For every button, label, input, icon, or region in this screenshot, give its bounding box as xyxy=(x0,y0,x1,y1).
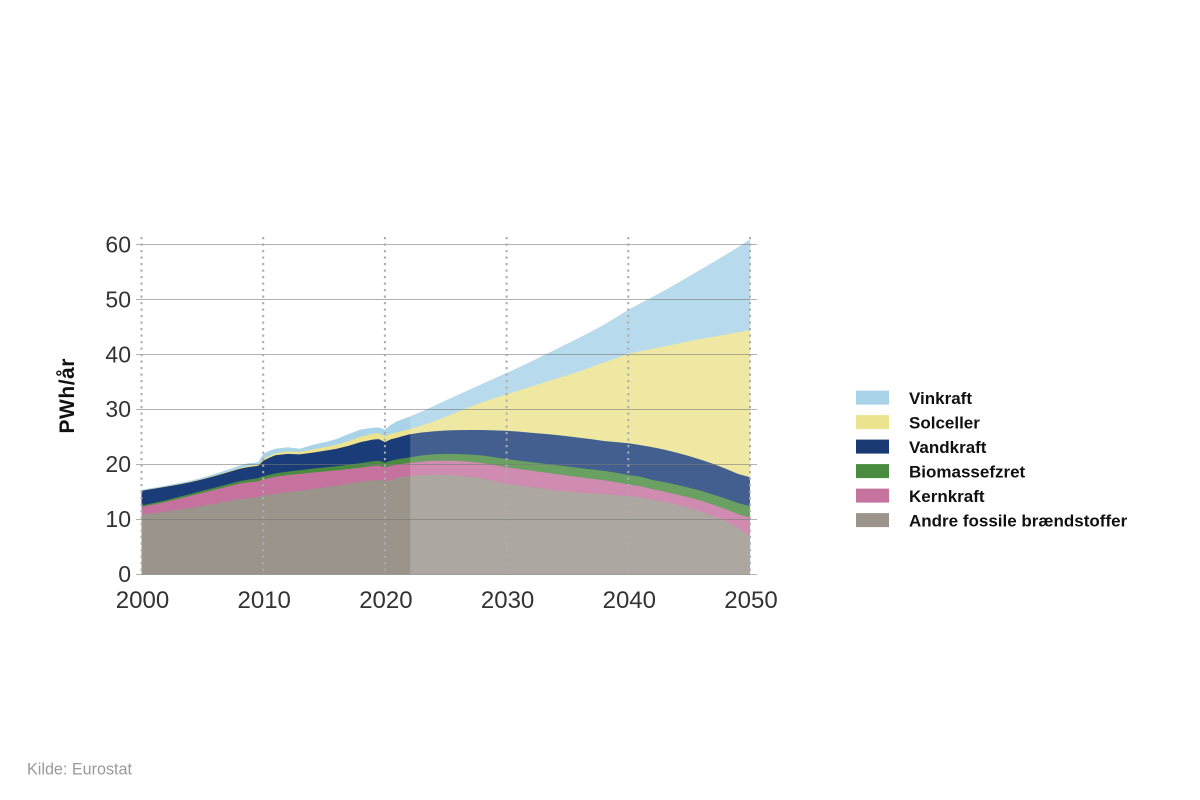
svg-text:2040: 2040 xyxy=(603,587,656,614)
svg-text:20: 20 xyxy=(105,451,131,477)
svg-text:2020: 2020 xyxy=(359,587,412,614)
svg-text:2050: 2050 xyxy=(724,587,777,614)
svg-text:0: 0 xyxy=(118,561,131,587)
svg-text:PWh/år: PWh/år xyxy=(56,359,79,434)
svg-text:Vinkraft: Vinkraft xyxy=(909,389,972,408)
svg-text:Kilde: Eurostat: Kilde: Eurostat xyxy=(27,760,132,779)
svg-text:Biomassefzret: Biomassefzret xyxy=(909,462,1026,481)
svg-text:2000: 2000 xyxy=(116,587,169,614)
svg-text:Solceller: Solceller xyxy=(909,413,980,432)
svg-text:2010: 2010 xyxy=(238,587,291,614)
svg-text:40: 40 xyxy=(105,341,131,367)
svg-text:50: 50 xyxy=(105,286,131,312)
svg-text:10: 10 xyxy=(105,506,131,532)
svg-text:Andre fossile brændstoffer: Andre fossile brændstoffer xyxy=(909,511,1128,530)
svg-text:60: 60 xyxy=(105,232,131,258)
svg-text:30: 30 xyxy=(105,396,131,422)
svg-text:2030: 2030 xyxy=(481,587,534,614)
svg-text:Kernkraft: Kernkraft xyxy=(909,487,985,506)
svg-text:Vandkraft: Vandkraft xyxy=(909,438,987,457)
